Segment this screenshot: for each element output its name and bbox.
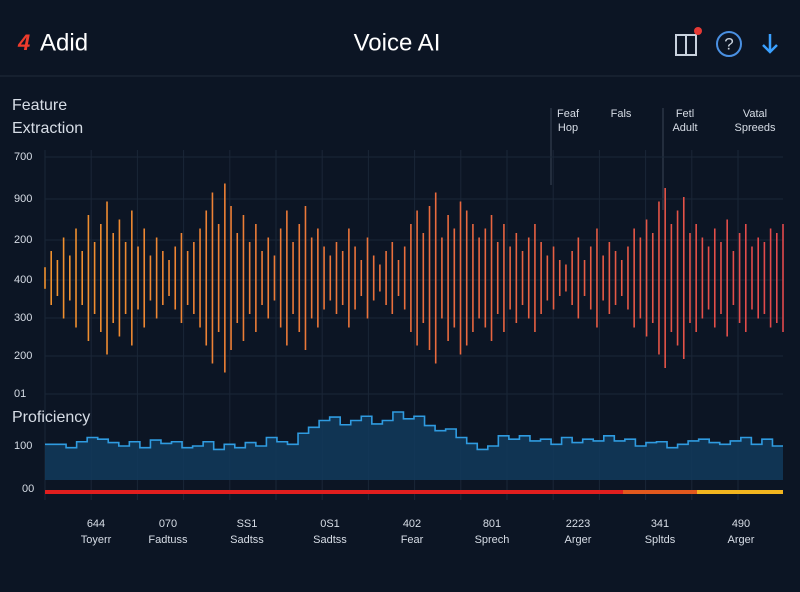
bottom-label: Fear [401,534,424,546]
progress-orange [623,490,697,494]
download-icon[interactable] [762,34,778,54]
logo-mark: 4 [17,30,30,55]
axis-label: 700 [14,151,32,163]
proficiency-line [45,411,783,451]
bottom-label: Sadtss [230,534,264,546]
box-icon[interactable] [675,27,702,56]
svg-text:?: ? [724,34,733,53]
bottom-value: SS1 [237,518,258,530]
bottom-value: 341 [651,518,669,530]
column-label: Fetl [676,108,694,120]
bottom-value: 490 [732,518,750,530]
app-title: Voice AI [354,29,441,56]
bottom-value: 0S1 [320,518,340,530]
proficiency-area [45,412,783,480]
column-label: Vatal [743,108,767,120]
column-label: Feaf [557,108,580,120]
bottom-value: 2223 [566,518,590,530]
axis-label: 900 [14,193,32,205]
bottom-label: Arger [565,534,592,546]
bottom-value: 801 [483,518,501,530]
bottom-value: 402 [403,518,421,530]
axis-label: 00 [22,483,34,495]
progress-yellow [697,490,783,494]
panel-title: Feature [12,97,67,114]
column-label: Fals [611,108,632,120]
bottom-label: Fadtuss [148,534,188,546]
bottom-label: Spltds [645,534,676,546]
axis-label: 300 [14,312,32,324]
column-label: Spreeds [735,122,776,134]
logo-text: Adid [40,29,88,56]
axis-label: 200 [14,350,32,362]
axis-label: 100 [14,440,32,452]
column-label: Hop [558,122,578,134]
bottom-value: 070 [159,518,177,530]
axis-label: 200 [14,234,32,246]
bottom-label: Sprech [475,534,510,546]
bottom-label: Sadtss [313,534,347,546]
axis-label: 01 [14,388,26,400]
bottom-label: Toyerr [81,534,112,546]
bottom-label: Arger [728,534,755,546]
axis-label: 400 [14,274,32,286]
progress-red [45,490,623,494]
help-icon[interactable]: ? [716,31,742,57]
panel-title: Proficiency [12,409,90,426]
panel-title: Extraction [12,120,83,137]
bottom-value: 644 [87,518,105,530]
column-label: Adult [672,122,697,134]
